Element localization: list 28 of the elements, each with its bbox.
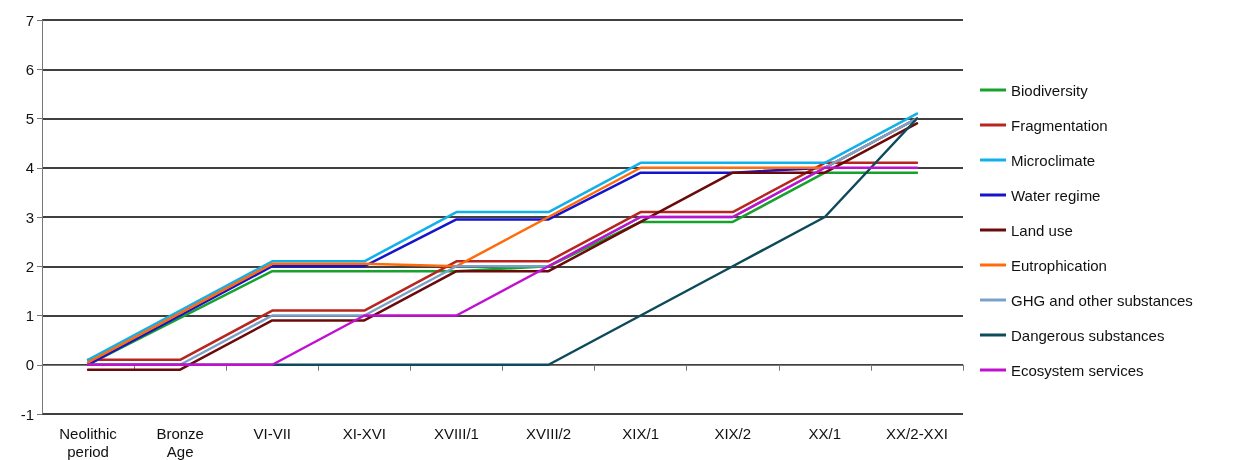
x-tick-label: XIX/1	[622, 424, 659, 442]
legend-label: Ecosystem services	[1011, 361, 1144, 379]
legend-label: Eutrophication	[1011, 256, 1107, 274]
legend-label: Biodiversity	[1011, 81, 1089, 99]
y-tick-label: -1	[20, 405, 34, 423]
x-tick-label: VI-VII	[253, 424, 292, 442]
y-tick-label: 5	[25, 110, 34, 127]
legend-label: Dangerous substances	[1011, 326, 1165, 344]
x-tick-label: XVIII/1	[433, 424, 479, 442]
x-tick-label: XX/2-XXI	[886, 424, 948, 442]
y-tick-label: 2	[25, 257, 34, 275]
x-tick-label: XX/1	[808, 424, 842, 442]
x-tick-label: XIX/2	[714, 424, 752, 442]
legend-label: Microclimate	[1011, 151, 1096, 169]
y-tick-label: 6	[25, 60, 34, 78]
y-tick-label: 0	[25, 356, 34, 374]
x-tick-label: XI-XVI	[342, 424, 387, 442]
x-tick-label: XVIII/2	[526, 424, 572, 442]
legend-label: GHG and other substances	[1011, 291, 1193, 309]
y-tick-label: 7	[25, 11, 34, 29]
y-tick-label: 3	[25, 208, 34, 226]
x-tick-label: Bronze Age	[156, 424, 204, 460]
legend-label: Water regime	[1011, 186, 1101, 204]
x-tick-label: Neolithic period	[59, 424, 118, 460]
y-tick-label: 1	[25, 307, 34, 324]
y-tick-label: 4	[25, 159, 34, 177]
legend-label: Land use	[1011, 221, 1073, 239]
legend-label: Fragmentation	[1011, 116, 1108, 134]
